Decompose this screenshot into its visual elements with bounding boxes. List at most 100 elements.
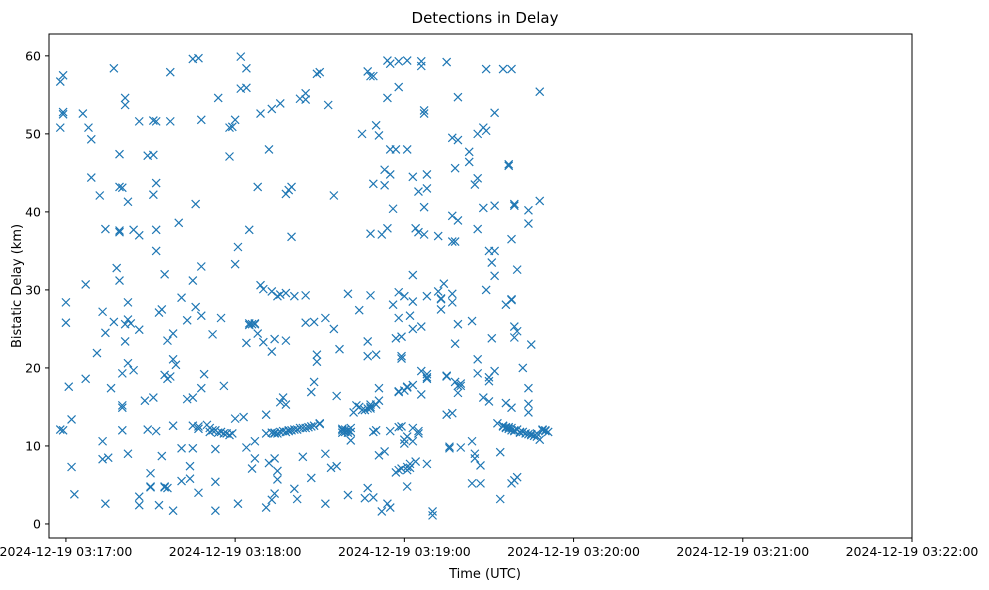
data-point: [478, 393, 488, 402]
data-point: [419, 202, 429, 212]
data-point: [504, 161, 514, 171]
data-point: [289, 425, 299, 434]
data-point: [120, 336, 130, 346]
data-point: [385, 503, 395, 512]
data-point: [230, 259, 240, 269]
data-point: [481, 126, 491, 136]
data-point: [524, 219, 533, 229]
data-point: [112, 263, 122, 273]
data-point: [253, 329, 263, 339]
data-point: [422, 459, 432, 469]
data-point: [148, 393, 158, 402]
x-tick-label: 2024-12-19 03:19:00: [338, 544, 471, 559]
data-point: [134, 116, 144, 126]
data-point: [196, 262, 206, 271]
data-point: [470, 180, 480, 190]
data-point: [98, 436, 108, 446]
data-point: [326, 463, 336, 473]
data-point: [383, 223, 392, 233]
data-point: [399, 439, 409, 449]
data-point: [213, 93, 223, 103]
data-point: [419, 230, 429, 239]
data-point: [250, 319, 260, 329]
data-point: [58, 107, 68, 117]
data-point: [518, 427, 528, 437]
data-point: [208, 425, 217, 435]
data-point: [157, 304, 167, 314]
data-point: [428, 507, 437, 516]
data-point: [146, 482, 155, 491]
data-point: [371, 425, 381, 435]
data-point: [258, 337, 268, 347]
data-point: [433, 231, 443, 241]
data-point: [261, 410, 271, 420]
data-point: [346, 423, 356, 433]
data-point: [306, 422, 316, 431]
data-point: [481, 64, 491, 74]
data-point: [115, 276, 124, 285]
data-point: [205, 427, 215, 437]
data-point: [61, 297, 71, 307]
data-point: [512, 326, 522, 336]
data-point: [470, 453, 480, 463]
data-point: [332, 391, 342, 401]
data-point: [134, 325, 144, 335]
data-point: [394, 422, 404, 432]
data-point: [394, 82, 404, 92]
data-point: [123, 358, 133, 368]
data-point: [134, 230, 144, 240]
data-point: [439, 279, 449, 289]
data-point: [134, 500, 144, 510]
data-point: [490, 108, 500, 118]
data-point: [177, 293, 186, 303]
data-point: [194, 422, 203, 431]
data-point: [320, 449, 330, 459]
data-point: [287, 232, 296, 242]
data-point: [320, 313, 330, 323]
data-point: [81, 374, 91, 384]
data-point: [168, 354, 178, 364]
data-point: [490, 271, 500, 281]
data-point: [490, 246, 500, 256]
data-point: [270, 453, 280, 463]
data-point: [312, 69, 322, 79]
data-point: [487, 258, 497, 268]
data-point: [151, 116, 161, 126]
data-point: [233, 499, 243, 509]
data-point: [473, 173, 483, 183]
data-point: [304, 422, 313, 432]
data-point: [388, 300, 398, 310]
data-point: [289, 291, 299, 301]
data-point: [408, 436, 418, 446]
data-point: [363, 67, 373, 76]
data-point: [391, 333, 401, 343]
y-tick-label: 0: [33, 516, 41, 531]
data-point: [58, 70, 68, 80]
data-point: [402, 56, 412, 65]
chart-title: Detections in Delay: [412, 9, 559, 27]
data-point: [103, 453, 113, 463]
data-point: [120, 100, 130, 110]
data-point: [481, 285, 491, 295]
data-point: [405, 459, 415, 469]
data-point: [509, 333, 519, 342]
data-point: [453, 216, 463, 225]
data-point: [535, 435, 545, 445]
data-point: [67, 414, 76, 424]
data-point: [442, 410, 452, 420]
data-point: [416, 61, 426, 71]
data-point: [442, 371, 452, 381]
data-point: [478, 203, 488, 213]
data-point: [456, 379, 466, 388]
data-point: [487, 333, 497, 343]
data-point: [64, 382, 74, 392]
data-point: [309, 421, 319, 431]
data-point: [436, 304, 446, 314]
data-point: [422, 372, 432, 382]
data-point: [397, 422, 406, 431]
data-point: [301, 88, 311, 98]
data-point: [394, 313, 404, 323]
data-point: [292, 425, 302, 434]
data-point: [436, 294, 446, 304]
data-point: [55, 77, 65, 87]
